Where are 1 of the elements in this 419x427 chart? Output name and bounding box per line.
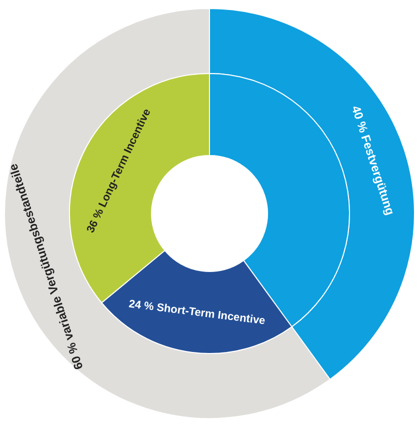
slice-label: 24 % Short-Term Incentive — [128, 298, 266, 328]
